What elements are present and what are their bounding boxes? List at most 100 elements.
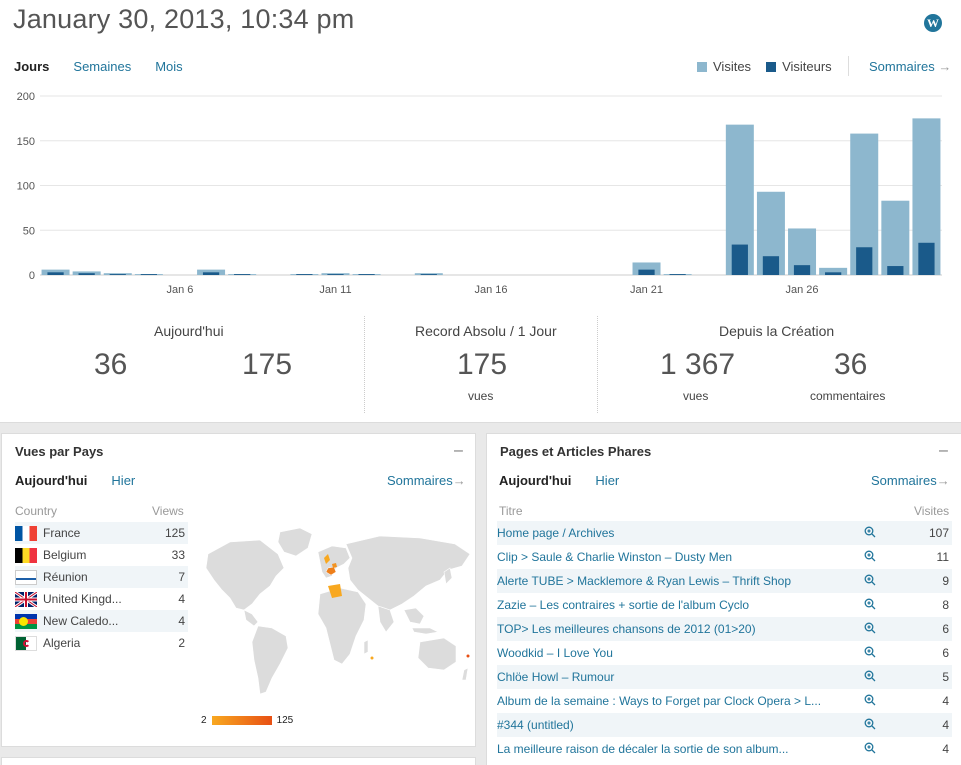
- col-country: Country: [15, 504, 58, 518]
- list-item: United Kingd... 4: [15, 588, 188, 610]
- magnify-icon[interactable]: [864, 646, 876, 658]
- y-tick-label: 0: [29, 270, 35, 282]
- stats-separator-2: [597, 316, 598, 413]
- stats-overview-panel: January 30, 2013, 10:34 pm W Jours Semai…: [0, 0, 961, 423]
- record-value: 175: [457, 348, 508, 381]
- list-item: France 125: [15, 522, 188, 544]
- countries-panel-title: Vues par Pays: [15, 444, 104, 459]
- central-america-shape: [243, 609, 259, 627]
- arrow-right-icon: →: [452, 473, 466, 488]
- tab-weeks[interactable]: Semaines: [73, 59, 132, 74]
- algeria-map-shape: [328, 584, 342, 598]
- bar-visitors: [78, 273, 95, 275]
- post-link[interactable]: Woodkid – I Love You: [497, 646, 613, 660]
- list-item: #344 (untitled) 4: [497, 713, 952, 737]
- magnify-icon[interactable]: [864, 598, 876, 610]
- country-name: Algeria: [43, 636, 81, 650]
- post-link[interactable]: Zazie – Les contraires + sortie de l'alb…: [497, 598, 750, 612]
- post-link[interactable]: Home page / Archives: [497, 526, 615, 540]
- chart-legend: Visites Visiteurs: [697, 59, 847, 74]
- top-posts-list: Home page / Archives 107 Clip > Saule & …: [497, 521, 952, 761]
- bar-visits: [72, 271, 101, 275]
- list-item: TOP> Les meilleures chansons de 2012 (01…: [497, 617, 952, 641]
- post-link[interactable]: Clip > Saule & Charlie Winston – Dusty M…: [497, 550, 733, 564]
- tab-today[interactable]: Aujourd'hui: [499, 473, 572, 488]
- bar-visitors: [327, 274, 344, 275]
- post-link[interactable]: La meilleure raison de décaler la sortie…: [497, 742, 789, 756]
- next-panel-stub: [1, 757, 476, 765]
- legend-visits: Visites: [697, 59, 751, 74]
- y-tick-label: 100: [17, 181, 35, 193]
- posts-panel-title: Pages et Articles Phares: [500, 444, 652, 459]
- countries-summaries-link[interactable]: Sommaires→: [387, 473, 466, 488]
- minimize-icon[interactable]: –: [939, 442, 948, 459]
- posts-summaries-link[interactable]: Sommaires→: [871, 473, 950, 488]
- bar-visitors: [825, 272, 842, 275]
- post-link[interactable]: Alerte TUBE > Macklemore & Ryan Lewis – …: [497, 574, 792, 588]
- bar-visitors: [420, 274, 437, 275]
- post-visits: 11: [936, 550, 949, 564]
- post-link[interactable]: #344 (untitled): [497, 718, 574, 732]
- bar-visitors: [47, 272, 64, 275]
- bar-visitors: [358, 274, 375, 275]
- bar-visitors: [762, 256, 780, 275]
- bar-visitors: [731, 244, 748, 275]
- summaries-link[interactable]: Sommaires →: [869, 59, 951, 74]
- countries-summaries-label: Sommaires: [387, 473, 453, 488]
- magnify-icon[interactable]: [864, 550, 876, 562]
- bar-visitors: [856, 247, 873, 275]
- madagascar-shape: [363, 639, 369, 655]
- post-link[interactable]: Album de la semaine : Ways to Forget par…: [497, 694, 822, 708]
- map-color-scale: 2 125: [201, 715, 293, 726]
- list-item: New Caledo... 4: [15, 610, 188, 632]
- tab-yesterday[interactable]: Hier: [111, 473, 136, 488]
- magnify-icon[interactable]: [864, 694, 876, 706]
- bar-visitors: [887, 266, 904, 275]
- uk-flag-icon: [15, 591, 37, 607]
- magnify-icon[interactable]: [864, 574, 876, 586]
- total-views-value: 1 367: [660, 348, 736, 381]
- minimize-icon[interactable]: –: [454, 442, 463, 459]
- new-zealand-shape: [461, 667, 469, 681]
- bar-visits: [881, 200, 910, 275]
- record-sub-label: vues: [468, 389, 494, 403]
- algeria-flag-icon: [15, 635, 37, 651]
- tab-today[interactable]: Aujourd'hui: [15, 473, 88, 488]
- post-link[interactable]: Chlöe Howl – Rumour: [497, 670, 615, 684]
- magnify-icon[interactable]: [864, 718, 876, 730]
- legend-visits-swatch: [697, 61, 707, 72]
- col-visits: Visites: [914, 504, 950, 518]
- record-heading: Record Absolu / 1 Jour: [415, 323, 557, 339]
- list-item: Belgium 33: [15, 544, 188, 566]
- new-caledonia-map-shape: [466, 654, 470, 658]
- list-item: Woodkid – I Love You 6: [497, 641, 952, 665]
- magnify-icon[interactable]: [864, 526, 876, 538]
- total-views-label: vues: [683, 389, 709, 403]
- legend-divider: [848, 56, 849, 76]
- tab-months[interactable]: Mois: [155, 59, 183, 74]
- post-link[interactable]: TOP> Les meilleures chansons de 2012 (01…: [497, 622, 756, 636]
- post-visits: 6: [942, 622, 949, 636]
- greenland-shape: [277, 527, 313, 557]
- japan-shape: [443, 567, 453, 585]
- tab-yesterday[interactable]: Hier: [595, 473, 620, 488]
- tab-days[interactable]: Jours: [14, 59, 50, 74]
- posts-summaries-label: Sommaires: [871, 473, 937, 488]
- magnify-icon[interactable]: [864, 670, 876, 682]
- country-name: France: [43, 526, 81, 540]
- x-tick-label: Jan 26: [786, 284, 819, 296]
- since-creation-heading: Depuis la Création: [719, 323, 835, 339]
- post-visits: 4: [942, 742, 949, 756]
- legend-visitors: Visiteurs: [766, 59, 832, 74]
- europe-shape: [317, 545, 351, 579]
- indonesia-shape: [411, 627, 439, 635]
- scale-gradient: [211, 716, 272, 725]
- magnify-icon[interactable]: [864, 742, 876, 754]
- period-tabs: Jours Semaines Mois: [14, 59, 207, 74]
- wordpress-logo-icon[interactable]: W: [924, 14, 942, 32]
- north-america-shape: [205, 539, 285, 611]
- magnify-icon[interactable]: [864, 622, 876, 634]
- scale-min: 2: [201, 715, 207, 726]
- post-visits: 6: [942, 646, 949, 660]
- y-tick-label: 50: [23, 225, 35, 237]
